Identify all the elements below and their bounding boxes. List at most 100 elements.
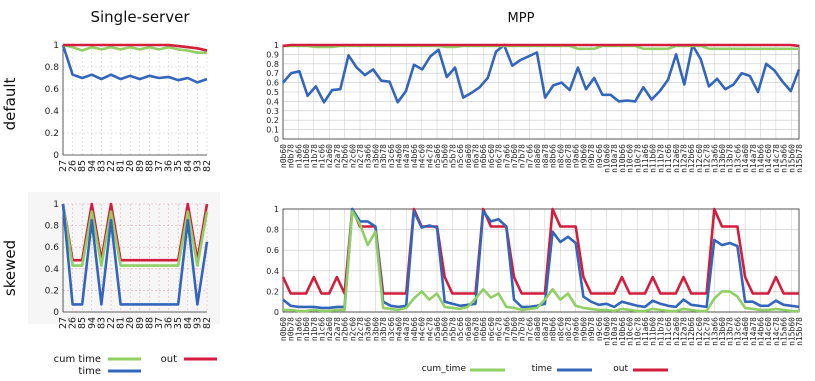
series-line-out	[282, 43, 800, 48]
y-tick-label: 0.3	[266, 107, 279, 116]
x-tick-label: n14c78	[772, 144, 781, 173]
row-label-skewed: skewed	[1, 240, 19, 296]
y-tick-label: 1	[53, 41, 59, 51]
x-tick-label: n6c78	[495, 317, 504, 341]
x-tick-label: n3c66	[387, 144, 396, 168]
x-tick-label: n7a66	[502, 317, 511, 341]
series-line-cum-time	[283, 44, 799, 51]
row-label-default: default	[1, 77, 19, 130]
x-tick-label: n0b60	[279, 144, 288, 168]
x-tick-label: n6b66	[479, 144, 488, 168]
y-tick-label: 0.8	[266, 226, 279, 235]
x-tick-label: n9c66	[595, 317, 604, 341]
x-tick-label: n7b78	[518, 317, 527, 341]
plot-frame	[282, 208, 800, 313]
x-tick-label: n11c66	[664, 144, 673, 173]
x-tick-label: n8b66	[549, 144, 558, 168]
y-tick-label: 0.2	[45, 129, 59, 139]
x-tick-label: n12b66	[687, 317, 696, 346]
x-tick-label: n8c60	[556, 317, 565, 341]
y-tick-label: 0.2	[266, 116, 279, 125]
x-tick-label: n6a78	[472, 317, 481, 341]
x-tick-label: n14c60	[764, 317, 773, 346]
x-tick-label: n13c66	[733, 317, 742, 346]
x-tick-label: n8c60	[556, 144, 565, 168]
x-tick-label: n6a60	[464, 144, 473, 168]
x-tick-label: 37	[154, 317, 165, 329]
legend-label-time: time	[532, 364, 553, 374]
y-tick-label: 0	[274, 308, 279, 317]
x-tick-label: n9b78	[587, 144, 596, 168]
x-tick-label: 88	[144, 317, 155, 329]
x-tick-label: n10a60	[602, 144, 611, 173]
x-tick-label: n12c60	[695, 144, 704, 173]
x-tick-label: n12b66	[687, 144, 696, 173]
y-tick-label: 0.4	[266, 267, 279, 276]
x-tick-label: 93	[192, 160, 203, 172]
series-line-cum-time	[283, 209, 799, 313]
x-tick-label: n14a78	[749, 317, 758, 346]
y-tick-label: 0.2	[45, 286, 59, 296]
y-tick-label: 0.6	[45, 85, 60, 95]
x-tick-label: n7c66	[525, 317, 534, 341]
y-tick-label: 0.4	[45, 265, 60, 275]
x-tick-label: n12a78	[679, 317, 688, 346]
x-tick-label: n7b78	[518, 144, 527, 168]
x-tick-label: n4c78	[425, 317, 434, 341]
x-tick-label: n6c60	[487, 144, 496, 168]
x-tick-label: 27	[58, 160, 69, 172]
x-tick-label: n6c78	[495, 144, 504, 168]
x-tick-label: n7a66	[502, 144, 511, 168]
x-tick-label: 83	[96, 160, 107, 172]
x-tick-label: n11c66	[664, 317, 673, 346]
x-tick-label: n10a78	[610, 317, 619, 346]
x-tick-label: n14a60	[741, 144, 750, 173]
x-tick-label: n13b78	[726, 317, 735, 346]
x-tick-label: 93	[192, 317, 203, 329]
x-tick-label: n2b66	[341, 317, 350, 341]
x-tick-label: n9b60	[579, 317, 588, 341]
y-tick-label: 0.2	[266, 287, 279, 296]
x-tick-label: n13b60	[718, 144, 727, 173]
x-tick-label: n2c60	[348, 144, 357, 168]
x-tick-label: 82	[202, 160, 213, 172]
x-tick-label: n10c78	[633, 144, 642, 173]
x-tick-label: n9c66	[595, 144, 604, 168]
x-tick-label: n5a66	[433, 317, 442, 341]
legend-single-server: cum time time out	[54, 354, 217, 377]
x-tick-label: n10a78	[610, 144, 619, 173]
series-line-time	[61, 203, 209, 306]
x-tick-label: n2b66	[341, 144, 350, 168]
x-tick-label: n4a78	[402, 144, 411, 168]
x-tick-label: 27	[58, 317, 69, 329]
x-tick-label: n1a66	[294, 144, 303, 168]
x-tick-label: n15b78	[795, 144, 804, 173]
series-line-cum-time	[61, 203, 209, 267]
series-line-out	[63, 43, 208, 52]
x-tick-label: n3b60	[371, 317, 380, 341]
x-tick-label: n7b60	[510, 317, 519, 341]
x-tick-label: n10b66	[618, 144, 627, 173]
x-tick-label: n5a66	[433, 144, 442, 168]
x-tick-label: 85	[77, 317, 88, 329]
x-tick-label: n6c60	[487, 317, 496, 341]
x-tick-label: n3b60	[371, 144, 380, 168]
x-tick-label: 20	[125, 160, 136, 172]
x-tick-label: 89	[135, 317, 146, 329]
x-tick-label: n5c66	[456, 317, 465, 341]
x-tick-label: n11b78	[656, 317, 665, 346]
x-tick-label: n13b78	[726, 144, 735, 173]
single-default-chart: 0 0.2 0.4 0.6 0.8 1 27268594832281208988373635…	[45, 41, 213, 172]
y-tick-label: 0.4	[45, 107, 60, 117]
y-tick-label: 0.6	[266, 79, 279, 88]
x-tick-label: n0b60	[279, 317, 288, 341]
x-tick-label: n6a78	[472, 144, 481, 168]
single-server-title: Single-server	[90, 8, 190, 26]
x-tick-label: n1a66	[294, 317, 303, 341]
x-tick-label: n8a60	[533, 144, 542, 168]
x-tick-label: n2a78	[333, 317, 342, 341]
x-tick-label: n4b66	[410, 144, 419, 168]
x-tick-label: 35	[173, 160, 184, 172]
x-tick-label: n3c66	[387, 317, 396, 341]
